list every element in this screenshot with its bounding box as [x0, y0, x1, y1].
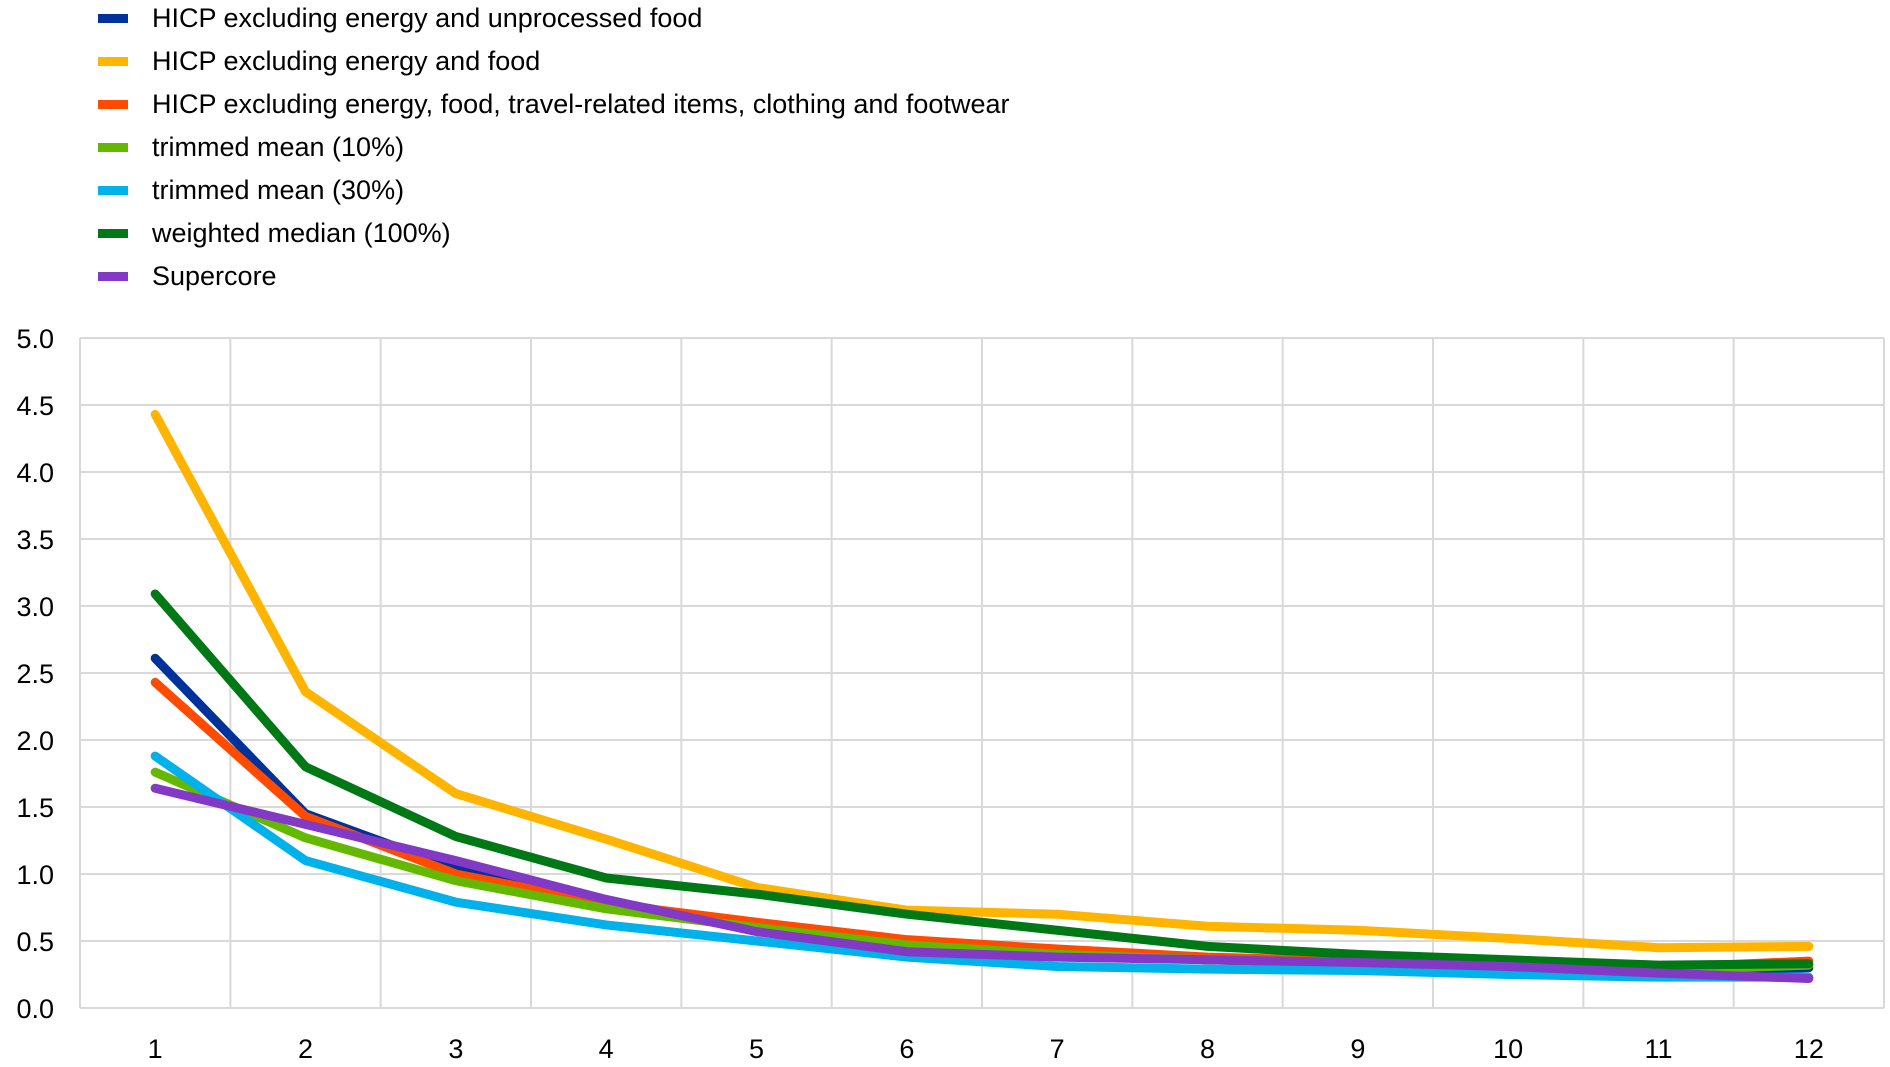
- legend-item: trimmed mean (30%): [98, 169, 404, 212]
- legend-item: HICP excluding energy and unprocessed fo…: [98, 0, 702, 40]
- legend-item: weighted median (100%): [98, 212, 451, 255]
- y-tick-label: 4.5: [16, 391, 54, 421]
- x-tick-label: 7: [1050, 1034, 1065, 1064]
- legend-label: trimmed mean (30%): [152, 175, 405, 205]
- series-line-1: [150, 409, 1814, 953]
- legend-label: HICP excluding energy, food, travel-rela…: [152, 89, 1010, 119]
- legend-swatch: [98, 100, 128, 109]
- series-lines: [150, 409, 1814, 984]
- legend-label: HICP excluding energy and food: [152, 46, 541, 76]
- legend-item: Supercore: [98, 255, 277, 298]
- grid: [79, 337, 1885, 1009]
- x-axis-ticks: 1 2 3 4 5 6 7 8 9 10 11 12: [148, 1034, 1824, 1064]
- legend-swatch: [98, 229, 128, 238]
- legend-item: trimmed mean (10%): [98, 126, 404, 169]
- legend-label: weighted median (100%): [152, 218, 451, 248]
- y-axis-ticks: 0.0 0.5 1.0 1.5 2.0 2.5 3.0 3.5 4.0 4.5 5.0: [16, 324, 54, 1024]
- series-line-4: [150, 751, 1814, 982]
- y-tick-label: 0.5: [16, 927, 54, 957]
- legend-item: HICP excluding energy, food, travel-rela…: [98, 83, 1009, 126]
- y-tick-label: 3.5: [16, 525, 54, 555]
- legend-label: HICP excluding energy and unprocessed fo…: [152, 3, 703, 33]
- series-line-5: [150, 589, 1814, 970]
- legend-label: Supercore: [152, 261, 277, 291]
- legend-item: HICP excluding energy and food: [98, 40, 540, 83]
- y-tick-label: 1.5: [16, 793, 54, 823]
- y-tick-label: 0.0: [16, 994, 54, 1024]
- y-tick-label: 3.0: [16, 592, 54, 622]
- y-tick-label: 2.5: [16, 659, 54, 689]
- x-tick-label: 6: [899, 1034, 914, 1064]
- x-tick-label: 5: [749, 1034, 764, 1064]
- y-tick-label: 1.0: [16, 860, 54, 890]
- legend-swatch: [98, 186, 128, 195]
- legend-swatch: [98, 14, 128, 23]
- x-tick-label: 8: [1200, 1034, 1215, 1064]
- x-tick-label: 3: [448, 1034, 463, 1064]
- x-tick-label: 1: [148, 1034, 163, 1064]
- y-tick-label: 2.0: [16, 726, 54, 756]
- legend-swatch: [98, 143, 128, 152]
- x-tick-label: 9: [1350, 1034, 1365, 1064]
- x-tick-label: 12: [1794, 1034, 1824, 1064]
- series-line-6: [150, 783, 1814, 984]
- legend-swatch: [98, 57, 128, 66]
- x-tick-label: 4: [599, 1034, 614, 1064]
- y-tick-label: 4.0: [16, 458, 54, 488]
- x-tick-label: 2: [298, 1034, 313, 1064]
- y-tick-label: 5.0: [16, 324, 54, 354]
- legend-label: trimmed mean (10%): [152, 132, 405, 162]
- x-tick-label: 10: [1493, 1034, 1523, 1064]
- legend-swatch: [98, 272, 128, 281]
- x-tick-label: 11: [1644, 1034, 1672, 1064]
